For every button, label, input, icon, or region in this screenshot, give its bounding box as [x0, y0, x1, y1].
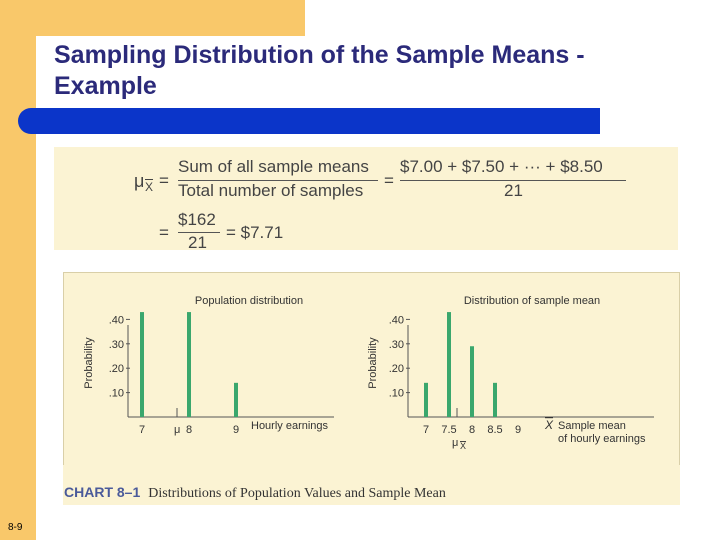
frac3-bar	[178, 232, 220, 233]
chart2-bar	[424, 382, 428, 417]
charts-panel: Population distribution .40 .30 .20 .10 Proba…	[63, 272, 680, 466]
chart1-y-tick-label: .40	[109, 314, 124, 326]
frac2-numerator: $7.00 + $7.50 + ··· + $8.50	[400, 157, 603, 176]
charts-svg: Population distribution .40 .30 .20 .10 Proba…	[83, 295, 654, 451]
frac2-bar	[400, 180, 626, 181]
frac1-numerator: Sum of all sample means	[178, 157, 369, 176]
frac2-denominator: 21	[504, 181, 523, 200]
mean-formula: μ X = Sum of all sample means Total numb…	[54, 147, 678, 252]
chart2-mu-subscript: X	[460, 441, 466, 451]
frac3-numerator: $162	[178, 210, 216, 229]
chart1-y-tick-label: .30	[109, 339, 124, 351]
chart2-x-tick-label: 8.5	[487, 424, 502, 436]
caption-area	[63, 465, 680, 505]
chart1-bar	[187, 312, 191, 417]
chart2-bar	[493, 382, 497, 417]
chart1-title: Population distribution	[195, 295, 303, 307]
mu-subscript: X	[145, 180, 154, 194]
chart2-y-tick-label: .40	[389, 314, 404, 326]
caption-text: Distributions of Population Values and S…	[148, 486, 446, 501]
chart1-x-tick-label: 7	[139, 424, 145, 436]
left-decor-bar	[0, 0, 36, 540]
chart1-bar	[234, 382, 238, 417]
chart1-x-tick-label: 9	[233, 424, 239, 436]
chart2-x-label-line2: of hourly earnings	[558, 433, 646, 445]
frac1-bar	[178, 180, 378, 181]
chart2-x-tick-label: 7	[423, 424, 429, 436]
decor-corner	[36, 36, 306, 56]
chart2-bar	[447, 312, 451, 417]
frac1-denominator: Total number of samples	[178, 181, 364, 200]
chart2-mu-label: μ	[452, 437, 458, 449]
chart1-x-tick-label: 8	[186, 424, 192, 436]
chart-caption: CHART 8–1 Distributions of Population Val…	[64, 484, 446, 502]
chart2-xbar-symbol: X	[544, 418, 554, 432]
chart2-x-tick-label: 9	[515, 424, 521, 436]
chart1-y-tick-label: .20	[109, 363, 124, 375]
chart2-y-tick-label: .30	[389, 339, 404, 351]
chart1-y-label: Probability	[83, 337, 95, 389]
equals-2: =	[384, 171, 394, 190]
slide-title-line2: Example	[54, 72, 157, 100]
equals-1: =	[159, 171, 169, 190]
caption-label: CHART 8–1	[64, 484, 141, 500]
slide-number: 8-9	[8, 522, 23, 533]
slide-title: Sampling Distribution of the Sample Mean…	[54, 40, 585, 102]
mu-symbol: μ	[134, 171, 145, 191]
chart1-x-label: Hourly earnings	[251, 420, 329, 432]
chart1-bar	[140, 312, 144, 417]
chart2-bar	[470, 346, 474, 417]
title-underline-bar	[18, 108, 600, 134]
chart1-y-tick-label: .10	[109, 388, 124, 400]
chart2-x-label-line1: Sample mean	[558, 420, 626, 432]
formula-result: = $7.71	[226, 223, 284, 242]
chart2-y-tick-label: .20	[389, 363, 404, 375]
chart2-title: Distribution of sample mean	[464, 295, 600, 307]
chart2-x-tick-label: 8	[469, 424, 475, 436]
chart1-mu-label: μ	[174, 424, 180, 436]
chart2-y-tick-label: .10	[389, 388, 404, 400]
chart2-x-tick-label: 7.5	[441, 424, 456, 436]
chart2-y-label: Probability	[367, 337, 379, 389]
slide-title-line1: Sampling Distribution of the Sample Mean…	[54, 41, 585, 69]
top-decor-bar	[0, 0, 305, 36]
frac3-denominator: 21	[188, 233, 207, 252]
equals-3: =	[159, 223, 169, 242]
